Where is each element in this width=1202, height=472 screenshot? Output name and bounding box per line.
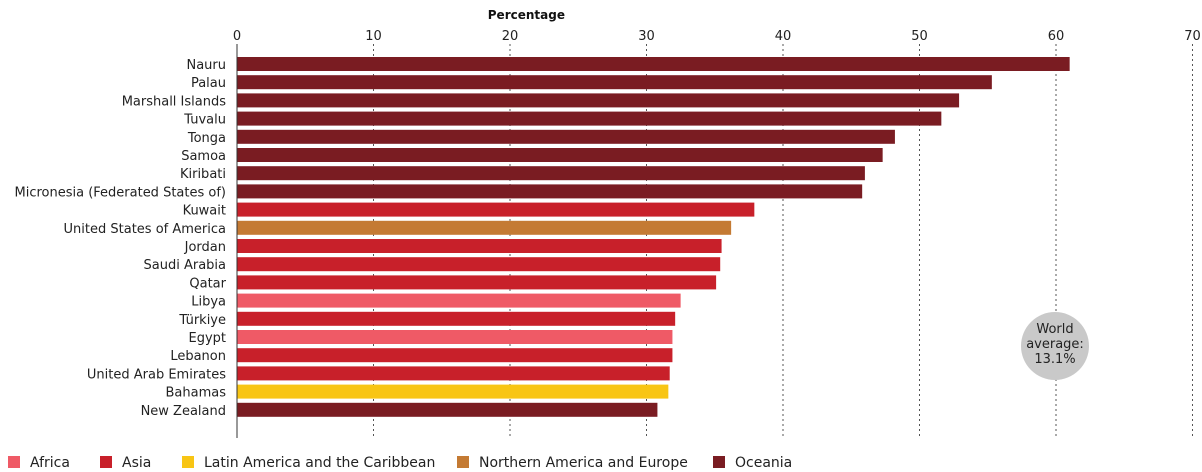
x-tick-label-40: 40 [775, 29, 792, 44]
category-label: Bahamas [166, 386, 227, 401]
category-label: Jordan [184, 240, 226, 255]
bar-qatar [237, 275, 717, 290]
legend-label: Oceania [735, 455, 792, 471]
category-label: Libya [191, 295, 226, 310]
x-tick-label-10: 10 [365, 29, 382, 44]
category-label: Qatar [189, 276, 226, 291]
category-label: Kuwait [183, 204, 226, 219]
bar-new-zealand [237, 402, 658, 417]
annotation-text: World [1036, 322, 1073, 337]
category-label: Nauru [186, 58, 226, 73]
category-label: Egypt [188, 331, 226, 346]
legend-swatch [457, 456, 469, 468]
legend-swatch [100, 456, 112, 468]
annotation-text: average: [1026, 337, 1084, 352]
x-tick-label-0: 0 [233, 29, 241, 44]
x-tick-label-30: 30 [638, 29, 655, 44]
legend-swatch [182, 456, 194, 468]
category-label: Micronesia (Federated States of) [14, 185, 226, 200]
bar-jordan [237, 239, 722, 253]
bar-libya [237, 293, 681, 308]
category-label: Samoa [181, 149, 226, 164]
bar-micronesia-federated-states-of- [237, 184, 863, 199]
x-tick-label-50: 50 [911, 29, 928, 44]
legend: Africa Asia Latin America and the Caribbea… [8, 455, 792, 471]
category-label: Marshall Islands [122, 94, 227, 109]
bar-egypt [237, 330, 673, 344]
category-labels: Nauru Palau Marshall Islands Tuvalu Tonga Sam… [14, 58, 226, 419]
category-label: Türkiye [178, 313, 226, 328]
x-tick-label-20: 20 [502, 29, 519, 44]
bar-united-states-of-america [237, 220, 732, 235]
bar-palau [237, 75, 992, 90]
annotation-bubble [1021, 312, 1089, 380]
bar-nauru [237, 57, 1070, 71]
bar-saudi-arabia [237, 257, 721, 272]
bar-t-rkiye [237, 311, 676, 326]
bar-marshall-islands [237, 93, 960, 108]
category-label: New Zealand [141, 404, 226, 419]
bars [237, 57, 1070, 417]
legend-swatch [8, 456, 20, 468]
category-label: Tuvalu [183, 113, 226, 128]
bar-united-arab-emirates [237, 366, 670, 381]
legend-swatch [713, 456, 725, 468]
legend-label: Africa [30, 455, 70, 471]
bar-tonga [237, 129, 895, 144]
bar-bahamas [237, 384, 669, 399]
bar-lebanon [237, 348, 673, 363]
category-label: Saudi Arabia [144, 258, 227, 273]
legend-label: Northern America and Europe [479, 455, 688, 471]
legend-label: Asia [122, 455, 151, 471]
x-axis-title: Percentage [488, 8, 565, 22]
x-tick-label-60: 60 [1048, 29, 1065, 44]
annotation-text: 13.1% [1034, 352, 1075, 367]
category-label: Palau [191, 76, 226, 91]
legend-label: Latin America and the Caribbean [204, 455, 435, 471]
x-axis-tick-labels: 0 10 20 30 40 50 60 70 [233, 29, 1201, 44]
category-label: Lebanon [170, 349, 226, 364]
bar-tuvalu [237, 111, 942, 126]
category-label: Tonga [187, 131, 226, 146]
bar-kuwait [237, 202, 755, 217]
category-label: Kiribati [180, 167, 226, 182]
x-tick-label-70: 70 [1184, 29, 1201, 44]
category-label: United Arab Emirates [87, 367, 226, 382]
category-label: United States of America [64, 222, 226, 237]
bar-samoa [237, 148, 883, 162]
bar-kiribati [237, 166, 865, 181]
